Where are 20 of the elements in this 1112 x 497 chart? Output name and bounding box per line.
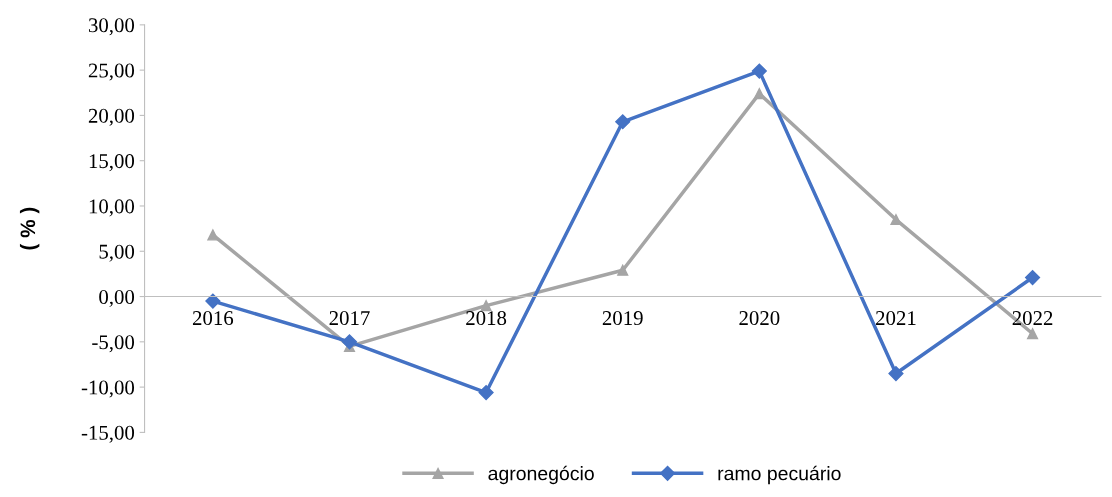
x-tick-label: 2018: [466, 311, 507, 326]
y-axis-title: ( % ): [19, 207, 40, 250]
y-tick-label: 30,00: [88, 18, 135, 36]
y-tick-label: -15,00: [81, 425, 135, 443]
x-tick-label: 2021: [876, 311, 916, 326]
y-tick-label: 20,00: [88, 108, 135, 126]
y-tick-label: -10,00: [81, 380, 135, 398]
y-tick-label: 5,00: [99, 244, 135, 262]
legend-label: ramo pecuário: [718, 465, 841, 485]
y-tick-label: 0,00: [99, 289, 135, 307]
legend-label: agronegócio: [488, 465, 594, 485]
y-tick-label: 25,00: [88, 63, 135, 81]
x-tick-label: 2020: [739, 311, 780, 326]
y-tick-label: 15,00: [89, 154, 135, 172]
x-tick-label: 2022: [1012, 311, 1053, 326]
x-tick-label: 2019: [602, 311, 643, 326]
y-tick-label: 10,00: [89, 199, 135, 217]
x-tick-label: 2017: [329, 311, 370, 326]
y-tick-label: -5,00: [92, 335, 135, 353]
x-tick-label: 2016: [192, 311, 234, 326]
